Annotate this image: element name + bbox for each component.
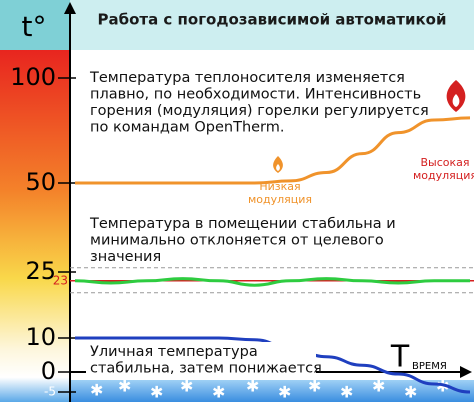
svg-text:✱: ✱ [340,383,353,402]
y-tick-label: 10 [25,323,56,351]
y-tick-label: 50 [25,168,56,196]
svg-text:✱: ✱ [372,377,385,396]
y-tick-label: 25 [25,257,56,285]
header [0,0,474,50]
description-text: Температура в помещении стабильна и [89,216,396,232]
annotation: модуляция [248,193,312,206]
y-axis-label: t° [22,10,47,43]
svg-text:✱: ✱ [308,377,321,396]
annotation: Высокая [420,156,469,169]
annotation: Низкая [259,180,300,193]
svg-text:✱: ✱ [212,383,225,402]
snow-band [70,380,474,402]
svg-text:✱: ✱ [180,377,193,396]
target-label: 23 [53,273,68,287]
x-axis-arrow [460,366,472,378]
snowflakes: ✱ ✱ ✱ ✱ ✱ ✱ ✱ ✱ ✱ ✱ ✱ ✱ [90,377,449,402]
svg-text:✱: ✱ [246,377,259,396]
y-axis-arrow [64,2,76,14]
temperature-scale [0,50,70,402]
y-tick-label: -5 [44,385,56,399]
y-tick-label: 0 [41,357,56,385]
description-text: горения (модуляция) горелки регулируется [90,103,429,119]
description-text: стабильна, затем понижается [90,361,322,377]
svg-text:✱: ✱ [150,383,163,402]
svg-text:✱: ✱ [118,377,131,396]
flame-low [273,156,283,173]
x-axis-sublabel: ВРЕМЯ [412,361,447,372]
description-text: плавно, по необходимости. Интенсивность [90,87,421,103]
text-backdrop [86,342,316,374]
axis-head [0,0,70,50]
description-text: минимально отклоняется от целевого [90,233,384,249]
description-text: Уличная температура [90,344,258,360]
description-text: значения [90,249,161,265]
chart-title: Работа с погодозависимой автоматикой [97,11,446,29]
description-text: Температура теплоносителя изменяется [89,70,405,86]
description-text: по командам OpenTherm. [90,120,285,136]
y-tick-label: 100 [10,63,56,91]
svg-text:✱: ✱ [404,383,417,402]
svg-text:✱: ✱ [278,383,291,402]
series-line [75,116,471,185]
flame-high [446,80,466,112]
series-line [74,277,470,287]
annotation: модуляция [413,169,474,182]
svg-text:✱: ✱ [90,381,103,400]
x-axis-label: Т [390,340,410,375]
